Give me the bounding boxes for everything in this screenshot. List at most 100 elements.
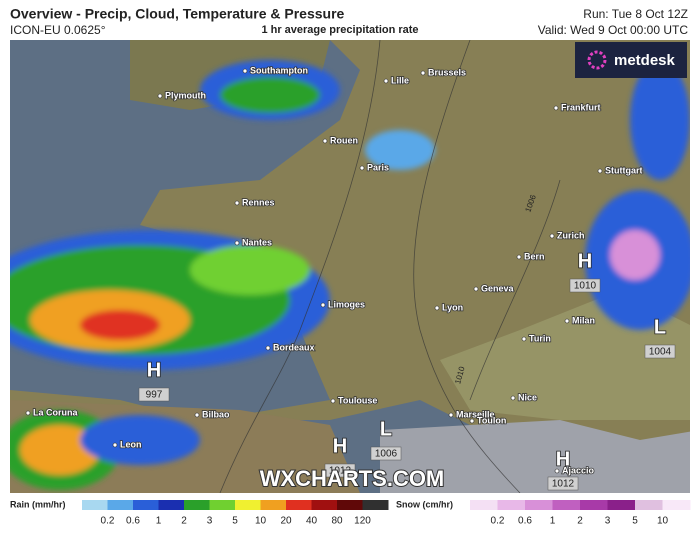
city-dot: [597, 168, 603, 174]
city-label: Paris: [367, 162, 389, 172]
pressure-value: 1006: [375, 449, 398, 460]
legend-swatch: [286, 500, 312, 510]
legend-swatch: [184, 500, 210, 510]
legend-tick-label: 5: [232, 516, 238, 527]
legend-swatch: [235, 500, 261, 510]
city-label: Zurich: [557, 230, 585, 240]
city-dot: [234, 200, 240, 206]
legend-swatch: [362, 500, 389, 510]
pressure-box: [569, 278, 601, 293]
city-dot: [420, 70, 426, 76]
city-label: Bern: [524, 251, 545, 261]
pressure-value: 1012: [329, 466, 352, 477]
legend-swatch: [82, 500, 108, 510]
city-dot: [549, 233, 555, 239]
legend-swatch: [497, 500, 526, 510]
pressure-value: 1004: [649, 347, 672, 358]
pressure-box: [370, 446, 402, 461]
city-dot: [473, 286, 479, 292]
legend-swatch: [260, 500, 287, 510]
legend: Rain (mm/hr) 0.2 0.6 1 2 3 5 10 20 40 80 120 Snow (c…: [10, 499, 691, 527]
legend-swatch: [580, 500, 608, 510]
legend-tick-label: 3: [207, 516, 213, 527]
city-dot: [564, 318, 570, 324]
pressure-symbol: H: [556, 448, 570, 470]
legend-tick-label: 2: [181, 516, 187, 527]
city-label: La Coruna: [33, 407, 78, 417]
pressure-value: 1010: [574, 281, 597, 292]
city-dot: [265, 345, 271, 351]
legend-tick-label: 10: [255, 516, 267, 527]
precipitation: [10, 60, 690, 490]
run-time: Run: Tue 8 Oct 12Z: [583, 7, 688, 21]
legend-tick-label: 5: [632, 516, 638, 527]
legend-swatch: [133, 500, 159, 510]
city-label: Ajaccio: [562, 465, 595, 475]
valid-time: Valid: Wed 9 Oct 00:00 UTC: [538, 23, 689, 37]
city-dot: [510, 395, 516, 401]
city-label: Stuttgart: [605, 165, 643, 175]
city-dot: [320, 302, 326, 308]
city-label: Brussels: [428, 67, 466, 77]
city-dot: [359, 165, 365, 171]
sea-mediterranean: [380, 420, 690, 493]
city-dot: [448, 412, 454, 418]
legend-swatch: [107, 500, 134, 510]
pressure-box: [324, 463, 356, 478]
logo-box: [575, 42, 687, 78]
city-dot: [516, 254, 522, 260]
legend-swatch: [662, 500, 691, 510]
legend-label: Rain (mm/hr): [10, 499, 66, 509]
model: ICON-EU 0.0625°: [10, 23, 106, 37]
city-label: Southampton: [250, 65, 308, 75]
city-label: Geneva: [481, 283, 515, 293]
city-dot: [554, 468, 560, 474]
pressure-symbol: L: [380, 418, 392, 440]
city-label: Lyon: [442, 302, 463, 312]
logo-icon: [587, 50, 607, 70]
subtitle: 1 hr average precipitation rate: [261, 24, 418, 36]
pressure-symbol: H: [333, 435, 347, 457]
legend-swatch: [607, 500, 636, 510]
city-dot: [553, 105, 559, 111]
city-dot: [383, 78, 389, 84]
city-dot: [157, 93, 163, 99]
city-dot: [322, 138, 328, 144]
isobars: [219, 40, 561, 493]
pressure-symbol: L: [654, 316, 666, 338]
legend-tick-label: 0.6: [126, 516, 140, 527]
legend-swatch: [337, 500, 363, 510]
legend-tick-label: 1: [550, 516, 556, 527]
city-label: Leon: [120, 439, 142, 449]
pressure-box: [644, 344, 676, 359]
legend-tick-label: 1: [156, 516, 162, 527]
watermark: WXCHARTS.COM: [260, 466, 445, 491]
city-label: Bilbao: [202, 409, 230, 419]
map: [10, 40, 690, 493]
legend-swatch: [209, 500, 236, 510]
city-dot: [521, 336, 527, 342]
city-dot: [112, 442, 118, 448]
legend-tick-label: 0.6: [518, 516, 532, 527]
city-label: Rouen: [330, 135, 358, 145]
city-label: Frankfurt: [561, 102, 601, 112]
legend-swatch: [470, 500, 498, 510]
city-dot: [194, 412, 200, 418]
city-dot: [242, 68, 248, 74]
city-label: Limoges: [328, 299, 365, 309]
legend-tick-label: 2: [577, 516, 583, 527]
legend-tick-label: 120: [354, 516, 371, 527]
legend-tick-label: 3: [605, 516, 611, 527]
city-dot: [234, 240, 240, 246]
city-label: Marseille: [456, 409, 495, 419]
city-label: Lille: [391, 75, 409, 85]
city-dot: [330, 398, 336, 404]
legend-label: Snow (cm/hr): [396, 499, 453, 509]
legend-swatch: [311, 500, 338, 510]
legend-tick-label: 0.2: [101, 516, 115, 527]
city-label: Nantes: [242, 237, 272, 247]
city-dot: [469, 418, 475, 424]
legend-swatch: [158, 500, 185, 510]
